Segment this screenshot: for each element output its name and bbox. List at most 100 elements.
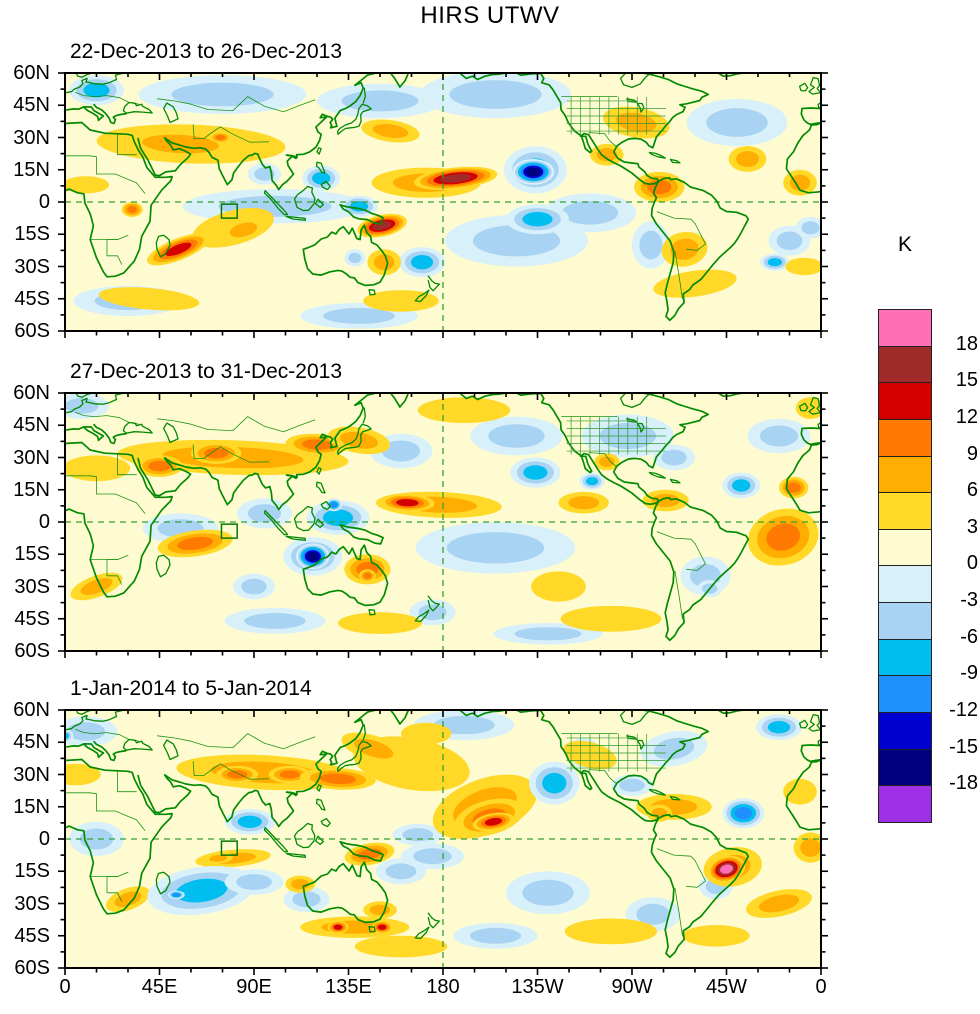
colorbar-swatch [878, 748, 932, 787]
anomaly-blob [363, 572, 372, 579]
anomaly-blob [767, 258, 782, 267]
anomaly-blob [236, 874, 272, 890]
indian-ocean-box-marker [220, 203, 238, 219]
lat-tick-label: 60S [14, 320, 50, 342]
anomaly-blob [127, 205, 138, 214]
panel-3-title: 1-Jan-2014 to 5-Jan-2014 [70, 677, 312, 700]
anomaly-blob [244, 613, 306, 629]
lat-tick-label: 30S [14, 255, 50, 278]
anomaly-blob [330, 502, 338, 508]
anomaly-blob [229, 222, 258, 238]
anomaly-blob [372, 124, 409, 138]
map-panel-2 [58, 392, 828, 658]
anomaly-blob [204, 448, 229, 459]
anomaly-blob [401, 722, 452, 745]
lat-tick-label: 60N [13, 382, 50, 404]
map-frame [64, 72, 822, 332]
coastlines-layer [65, 73, 821, 322]
colorbar-tick-label: 12 [955, 405, 978, 428]
lat-tick-label: 60N [13, 699, 50, 721]
anomaly-blob [776, 231, 803, 250]
map-frame [64, 392, 822, 652]
anomaly-blob [636, 903, 670, 925]
anomaly-blob [523, 465, 548, 480]
lon-tick-label: 90W [611, 976, 653, 998]
anomaly-blob [542, 772, 567, 794]
lat-tick-label: 45N [13, 94, 50, 117]
anomaly-blob [682, 925, 750, 947]
map-panel-3 [58, 709, 828, 975]
colorbar-swatch [878, 455, 932, 494]
colorbar-tick-label: 18 [955, 332, 978, 355]
colorbar-swatch [878, 382, 932, 420]
colorbar-tick-label: -15 [949, 735, 978, 758]
lat-tick-label: 30S [14, 575, 50, 598]
anomaly-blob [381, 440, 421, 462]
anomaly-blob [254, 167, 275, 181]
anomaly-blob [800, 838, 821, 857]
colorbar-tick-label: 15 [955, 369, 978, 392]
colorbar-tick-label: 9 [966, 442, 978, 465]
anomaly-blob [661, 449, 687, 466]
colorbar-tick-label: -3 [960, 589, 978, 612]
anomaly-blob [209, 854, 228, 862]
anomaly-blob [323, 308, 395, 324]
colorbar-tick-label: -6 [960, 625, 978, 648]
anomaly-blob [783, 778, 817, 805]
map-panel-1 [58, 72, 828, 338]
anomaly-blob [759, 425, 799, 447]
graticule-layer [65, 393, 821, 651]
lat-tick-label: 0 [38, 828, 50, 850]
anomaly-blob [338, 612, 422, 634]
coastlines-layer [65, 393, 821, 642]
anomaly-blob [449, 80, 542, 109]
anomaly-blob [596, 148, 617, 162]
anomaly-blob [758, 894, 800, 913]
anomaly-blob [732, 479, 751, 492]
lat-tick-label: 30N [13, 446, 50, 469]
anomaly-blob [488, 424, 545, 448]
anomaly-blob [83, 83, 110, 98]
graticule-layer [65, 710, 821, 968]
anomaly-blob [522, 212, 553, 227]
lon-tick-label: 135W [511, 976, 564, 998]
anomaly-blob [98, 287, 200, 311]
lat-tick-label: 45N [13, 731, 50, 754]
coastlines-layer [65, 710, 821, 959]
anomaly-blob [354, 738, 394, 759]
anomaly-blob [177, 536, 214, 551]
anomaly-blob [615, 112, 657, 133]
anomaly-blob [560, 605, 662, 632]
anomaly-blob [374, 254, 395, 271]
colorbar-tick-label: 3 [966, 515, 978, 538]
map-frame [64, 709, 822, 969]
lat-tick-label: 60N [13, 62, 50, 84]
anomaly-blob [369, 904, 391, 916]
anomaly-blob [385, 863, 417, 880]
anomaly-blob [789, 174, 811, 191]
anomaly-blob [279, 770, 300, 779]
colorbar-swatch [878, 492, 932, 530]
anomaly-blob [446, 532, 545, 564]
us-state-borders [566, 733, 666, 772]
colorbar-unit-label: K [897, 233, 912, 256]
indian-ocean-box-marker [220, 523, 238, 539]
anomaly-blob [341, 90, 419, 112]
anomaly-blob [410, 255, 434, 270]
colorbar-swatch [878, 712, 932, 750]
anomaly-blob [785, 257, 821, 276]
lat-tick-label: 0 [38, 511, 50, 533]
colorbar-swatch [878, 675, 932, 714]
anomaly-blob [171, 82, 274, 107]
colorbar-tick-label: 6 [966, 479, 978, 502]
lat-tick-label: 30N [13, 763, 50, 786]
us-state-borders [566, 416, 666, 455]
anomaly-blob [241, 578, 267, 595]
anomaly-blob [767, 721, 791, 734]
colorbar-swatch [878, 528, 932, 567]
anomaly-blob [65, 763, 101, 786]
colorbar-tick-label: -9 [960, 662, 978, 685]
lon-tick-label: 45W [705, 976, 748, 998]
lat-tick-label: 0 [38, 191, 50, 213]
